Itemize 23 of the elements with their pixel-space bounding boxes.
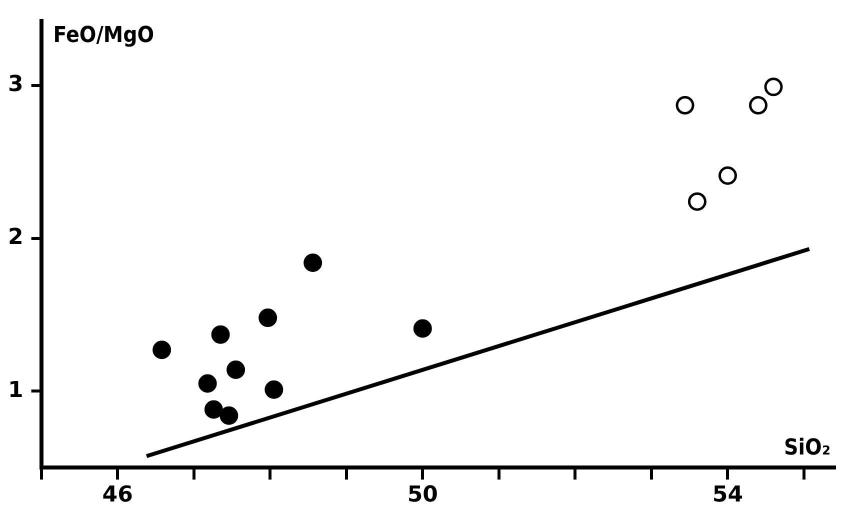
- point: [258, 308, 278, 328]
- point: [413, 319, 432, 338]
- point: [152, 340, 172, 360]
- point: [198, 374, 217, 393]
- point: [304, 253, 322, 272]
- point: [204, 400, 223, 419]
- x-tick-label: 46: [102, 482, 133, 508]
- point: [220, 406, 238, 425]
- point: [764, 78, 783, 96]
- point: [211, 325, 230, 344]
- point: [718, 166, 737, 185]
- point: [688, 192, 706, 211]
- y-tick-label: 1: [8, 378, 24, 403]
- y-axis-title: FeO/MgO: [53, 22, 154, 48]
- x-tick-label: 54: [712, 482, 744, 508]
- x-tick-label: 50: [407, 482, 438, 508]
- y-tick-label: 3: [8, 72, 24, 98]
- y-tick-label: 2: [8, 225, 24, 250]
- point: [748, 96, 768, 115]
- point: [264, 380, 284, 399]
- point: [676, 96, 694, 115]
- x-axis-title: SiO₂: [784, 435, 830, 460]
- point: [226, 360, 246, 380]
